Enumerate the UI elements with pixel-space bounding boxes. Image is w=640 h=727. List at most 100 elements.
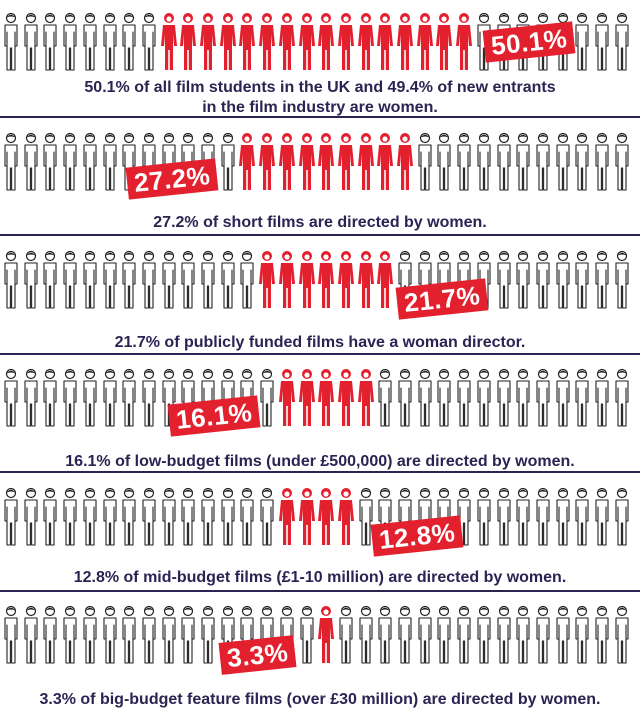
woman-figure-icon <box>317 487 335 547</box>
man-figure-icon <box>219 132 237 192</box>
woman-figure-icon <box>278 132 296 192</box>
row-caption: 50.1% of all film students in the UK and… <box>84 79 556 116</box>
woman-figure-icon <box>199 12 217 72</box>
man-figure-icon <box>238 487 256 547</box>
woman-figure-icon <box>337 12 355 72</box>
man-figure-icon <box>101 250 119 310</box>
man-figure-icon <box>416 132 434 192</box>
man-figure-icon <box>337 605 355 665</box>
percentage-badge: 3.3% <box>218 635 297 675</box>
man-figure-icon <box>593 250 611 310</box>
man-figure-icon <box>593 12 611 72</box>
man-figure-icon <box>61 605 79 665</box>
man-figure-icon <box>613 368 631 428</box>
woman-figure-icon <box>376 250 394 310</box>
woman-figure-icon <box>238 132 256 192</box>
man-figure-icon <box>554 605 572 665</box>
man-figure-icon <box>61 12 79 72</box>
man-figure-icon <box>179 605 197 665</box>
man-figure-icon <box>357 605 375 665</box>
man-figure-icon <box>41 132 59 192</box>
woman-figure-icon <box>357 132 375 192</box>
woman-figure-icon <box>337 132 355 192</box>
section-divider <box>0 116 640 118</box>
man-figure-icon <box>219 487 237 547</box>
man-figure-icon <box>258 368 276 428</box>
man-figure-icon <box>22 12 40 72</box>
man-figure-icon <box>238 250 256 310</box>
man-figure-icon <box>455 132 473 192</box>
section-divider <box>0 353 640 355</box>
woman-figure-icon <box>298 12 316 72</box>
man-figure-icon <box>41 250 59 310</box>
man-figure-icon <box>514 132 532 192</box>
pictogram-row <box>0 12 640 72</box>
man-figure-icon <box>199 250 217 310</box>
woman-figure-icon <box>298 487 316 547</box>
man-figure-icon <box>613 132 631 192</box>
woman-figure-icon <box>317 12 335 72</box>
man-figure-icon <box>514 487 532 547</box>
man-figure-icon <box>179 250 197 310</box>
woman-figure-icon <box>376 132 394 192</box>
man-figure-icon <box>534 250 552 310</box>
woman-figure-icon <box>455 12 473 72</box>
section-divider <box>0 590 640 592</box>
man-figure-icon <box>2 250 20 310</box>
woman-figure-icon <box>376 12 394 72</box>
woman-figure-icon <box>357 250 375 310</box>
woman-figure-icon <box>396 132 414 192</box>
man-figure-icon <box>81 487 99 547</box>
man-figure-icon <box>514 250 532 310</box>
woman-figure-icon <box>219 12 237 72</box>
man-figure-icon <box>2 368 20 428</box>
man-figure-icon <box>22 132 40 192</box>
man-figure-icon <box>41 12 59 72</box>
man-figure-icon <box>534 132 552 192</box>
man-figure-icon <box>573 368 591 428</box>
man-figure-icon <box>41 605 59 665</box>
woman-figure-icon <box>160 12 178 72</box>
woman-figure-icon <box>396 12 414 72</box>
pictogram-row <box>0 368 640 428</box>
man-figure-icon <box>101 487 119 547</box>
man-figure-icon <box>455 605 473 665</box>
man-figure-icon <box>475 487 493 547</box>
man-figure-icon <box>160 487 178 547</box>
woman-figure-icon <box>337 250 355 310</box>
man-figure-icon <box>160 605 178 665</box>
man-figure-icon <box>2 132 20 192</box>
pictogram-row <box>0 487 640 547</box>
man-figure-icon <box>613 487 631 547</box>
pictogram-row <box>0 132 640 192</box>
man-figure-icon <box>219 250 237 310</box>
man-figure-icon <box>160 250 178 310</box>
man-figure-icon <box>613 12 631 72</box>
man-figure-icon <box>199 605 217 665</box>
man-figure-icon <box>514 368 532 428</box>
man-figure-icon <box>573 12 591 72</box>
man-figure-icon <box>455 368 473 428</box>
man-figure-icon <box>2 12 20 72</box>
man-figure-icon <box>22 368 40 428</box>
man-figure-icon <box>495 605 513 665</box>
woman-figure-icon <box>258 132 276 192</box>
man-figure-icon <box>61 250 79 310</box>
man-figure-icon <box>573 250 591 310</box>
man-figure-icon <box>416 605 434 665</box>
man-figure-icon <box>199 487 217 547</box>
man-figure-icon <box>613 605 631 665</box>
man-figure-icon <box>475 605 493 665</box>
man-figure-icon <box>554 368 572 428</box>
man-figure-icon <box>120 605 138 665</box>
man-figure-icon <box>573 487 591 547</box>
man-figure-icon <box>554 250 572 310</box>
row-caption: 16.1% of low-budget films (under £500,00… <box>65 453 575 470</box>
man-figure-icon <box>435 132 453 192</box>
woman-figure-icon <box>278 12 296 72</box>
man-figure-icon <box>140 487 158 547</box>
man-figure-icon <box>416 368 434 428</box>
man-figure-icon <box>140 368 158 428</box>
man-figure-icon <box>495 132 513 192</box>
